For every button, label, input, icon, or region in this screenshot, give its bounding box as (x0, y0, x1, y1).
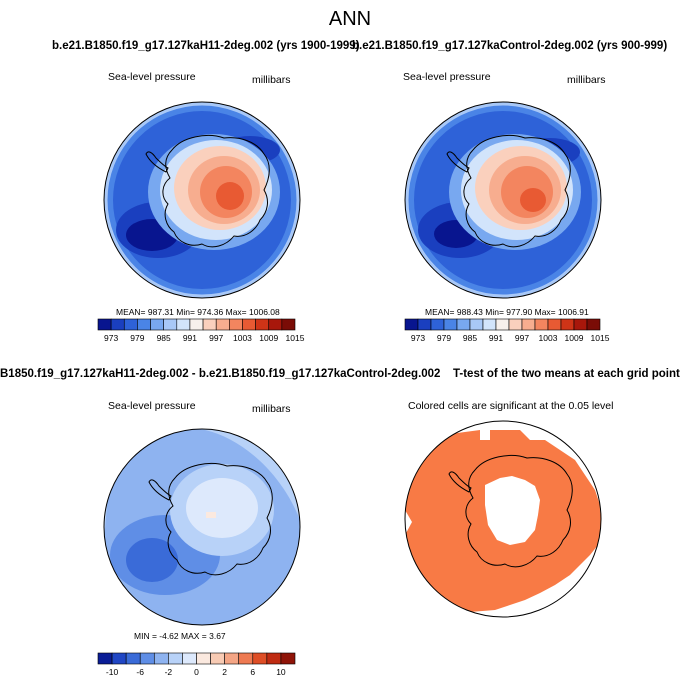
map-border-top-right (404, 101, 602, 299)
map-top-right (405, 102, 601, 298)
colorbar-bottom-left-cell (168, 652, 183, 665)
colorbar-top-left-cell (163, 318, 178, 331)
colorbar-top-left-tick-label: 985 (157, 333, 171, 343)
panel-title-top-left: b.e21.B1850.f19_g17.127kaH11-2deg.002 (y… (52, 40, 360, 52)
colorbar-top-left-tick-label: 1015 (286, 333, 305, 343)
colorbar-top-left-cell (202, 318, 217, 331)
units-label-top-right: millibars (567, 74, 606, 86)
colorbar-top-left-cell (176, 318, 191, 331)
colorbar-bottom-left-cell (252, 652, 268, 665)
colorbar-bottom-left-cell (280, 652, 296, 665)
colorbar-bottom-left-tick-label: -2 (165, 667, 173, 677)
map-bottom-left (104, 429, 300, 625)
colorbar-top-right-cell (547, 318, 562, 331)
colorbar-top-right-tick-label: 991 (489, 333, 503, 343)
colorbar-top-left-tick-label: 991 (183, 333, 197, 343)
colorbar-top-right-cell (443, 318, 458, 331)
colorbar-bottom-left-cell (224, 652, 240, 665)
colorbar-bottom-left-cell (210, 652, 225, 665)
colorbar-bottom-left-cell (111, 652, 127, 665)
colorbar-top-left-cell (268, 318, 283, 331)
colorbar-bottom-left-tick-label: 2 (222, 667, 227, 677)
colorbar-top-left-cell (255, 318, 270, 331)
map-top-left (104, 102, 300, 298)
colorbar-top-right-cell (534, 318, 549, 331)
variable-label-top-right: Sea-level pressure (403, 71, 491, 83)
colorbar-top-left-cell (97, 318, 112, 331)
colorbar-top-left-cell (229, 318, 243, 331)
colorbar-bottom-left-cell (238, 652, 254, 665)
figure-title: ANN (328, 8, 372, 30)
colorbar-top-right-tick-label: 1015 (591, 333, 610, 343)
colorbar-top-left-cell (137, 318, 151, 331)
colorbar-top-left-tick-label: 1003 (233, 333, 252, 343)
colorbar-top-right-tick-label: 997 (515, 333, 529, 343)
units-label-bottom-left: millibars (252, 403, 291, 415)
colorbar-top-left-cell (123, 318, 138, 331)
colorbar-top-right-cell (573, 318, 588, 331)
colorbar-top-left-cell (242, 318, 256, 331)
colorbar-top-right-cell (469, 318, 484, 331)
colorbar-top-right-cell (508, 318, 523, 331)
colorbar-bottom-left-cell (125, 652, 141, 665)
colorbar-top-right-cell (560, 318, 575, 331)
colorbar-bottom-left: -10 -6 -2 0 2 6 10 (97, 652, 296, 677)
colorbar-top-right-cell (417, 318, 432, 331)
panel-title-top-right: b.e21.B1850.f19_g17.127kaControl-2deg.00… (352, 40, 668, 52)
colorbar-bottom-left-cell (182, 652, 197, 665)
colorbar-top-left-cell (150, 318, 164, 331)
colorbar-top-left-cell (215, 318, 230, 331)
colorbar-top-right-cell (430, 318, 445, 331)
map-border-bottom-right (404, 420, 602, 618)
colorbar-top-right-tick-label: 979 (437, 333, 451, 343)
colorbar-top-left-tick-label: 973 (104, 333, 118, 343)
colorbar-bottom-left-tick-label: -6 (136, 667, 144, 677)
panel-title-bottom-right: T-test of the two means at each grid poi… (453, 368, 680, 380)
significance-subtitle: Colored cells are significant at the 0.0… (408, 400, 614, 412)
colorbar-bottom-left-cell (97, 652, 113, 665)
colorbar-bottom-left-cell (139, 652, 155, 665)
colorbar-top-left-cell (110, 318, 125, 331)
stats-bottom-left: MIN = -4.62 MAX = 3.67 (134, 631, 226, 641)
colorbar-top-right-tick-label: 973 (411, 333, 425, 343)
colorbar-top-right-cell (586, 318, 601, 331)
variable-label-top-left: Sea-level pressure (108, 71, 196, 83)
map-bottom-right (405, 421, 601, 617)
colorbar-top-right-tick-label: 1003 (539, 333, 558, 343)
map-border-bottom-left (103, 428, 301, 626)
colorbar-bottom-left-cell (153, 652, 169, 665)
variable-label-bottom-left: Sea-level pressure (108, 400, 196, 412)
colorbar-top-left: 973 979 985 991 997 1003 1009 1015 (97, 318, 305, 343)
colorbar-top-right-cell (456, 318, 471, 331)
panel-title-bottom-left: B1850.f19_g17.127kaH11-2deg.002 - b.e21.… (0, 368, 441, 380)
stats-top-right: MEAN= 988.43 Min= 977.90 Max= 1006.91 (425, 307, 589, 317)
map-border-top-left (103, 101, 301, 299)
colorbar-top-right-tick-label: 985 (463, 333, 477, 343)
colorbar-bottom-left-tick-label: 0 (194, 667, 199, 677)
colorbar-bottom-left-tick-label: -10 (106, 667, 119, 677)
colorbar-top-right-cell (521, 318, 536, 331)
colorbar-top-right-cell (404, 318, 419, 331)
colorbar-bottom-left-tick-label: 10 (276, 667, 286, 677)
colorbar-bottom-left-tick-label: 6 (250, 667, 255, 677)
colorbar-top-left-tick-label: 997 (209, 333, 223, 343)
colorbar-top-left-tick-label: 979 (130, 333, 144, 343)
colorbar-bottom-left-cell (266, 652, 282, 665)
colorbar-top-right-cell (482, 318, 497, 331)
stats-top-left: MEAN= 987.31 Min= 974.36 Max= 1006.08 (116, 307, 280, 317)
colorbar-top-right: 973 979 985 991 997 1003 1009 1015 (404, 318, 610, 343)
colorbar-top-left-cell (281, 318, 296, 331)
colorbar-top-right-tick-label: 1009 (565, 333, 584, 343)
colorbar-bottom-left-cell (196, 652, 211, 665)
units-label-top-left: millibars (252, 74, 291, 86)
colorbar-top-left-cell (189, 318, 204, 331)
colorbar-top-left-tick-label: 1009 (259, 333, 278, 343)
colorbar-top-right-cell (495, 318, 510, 331)
